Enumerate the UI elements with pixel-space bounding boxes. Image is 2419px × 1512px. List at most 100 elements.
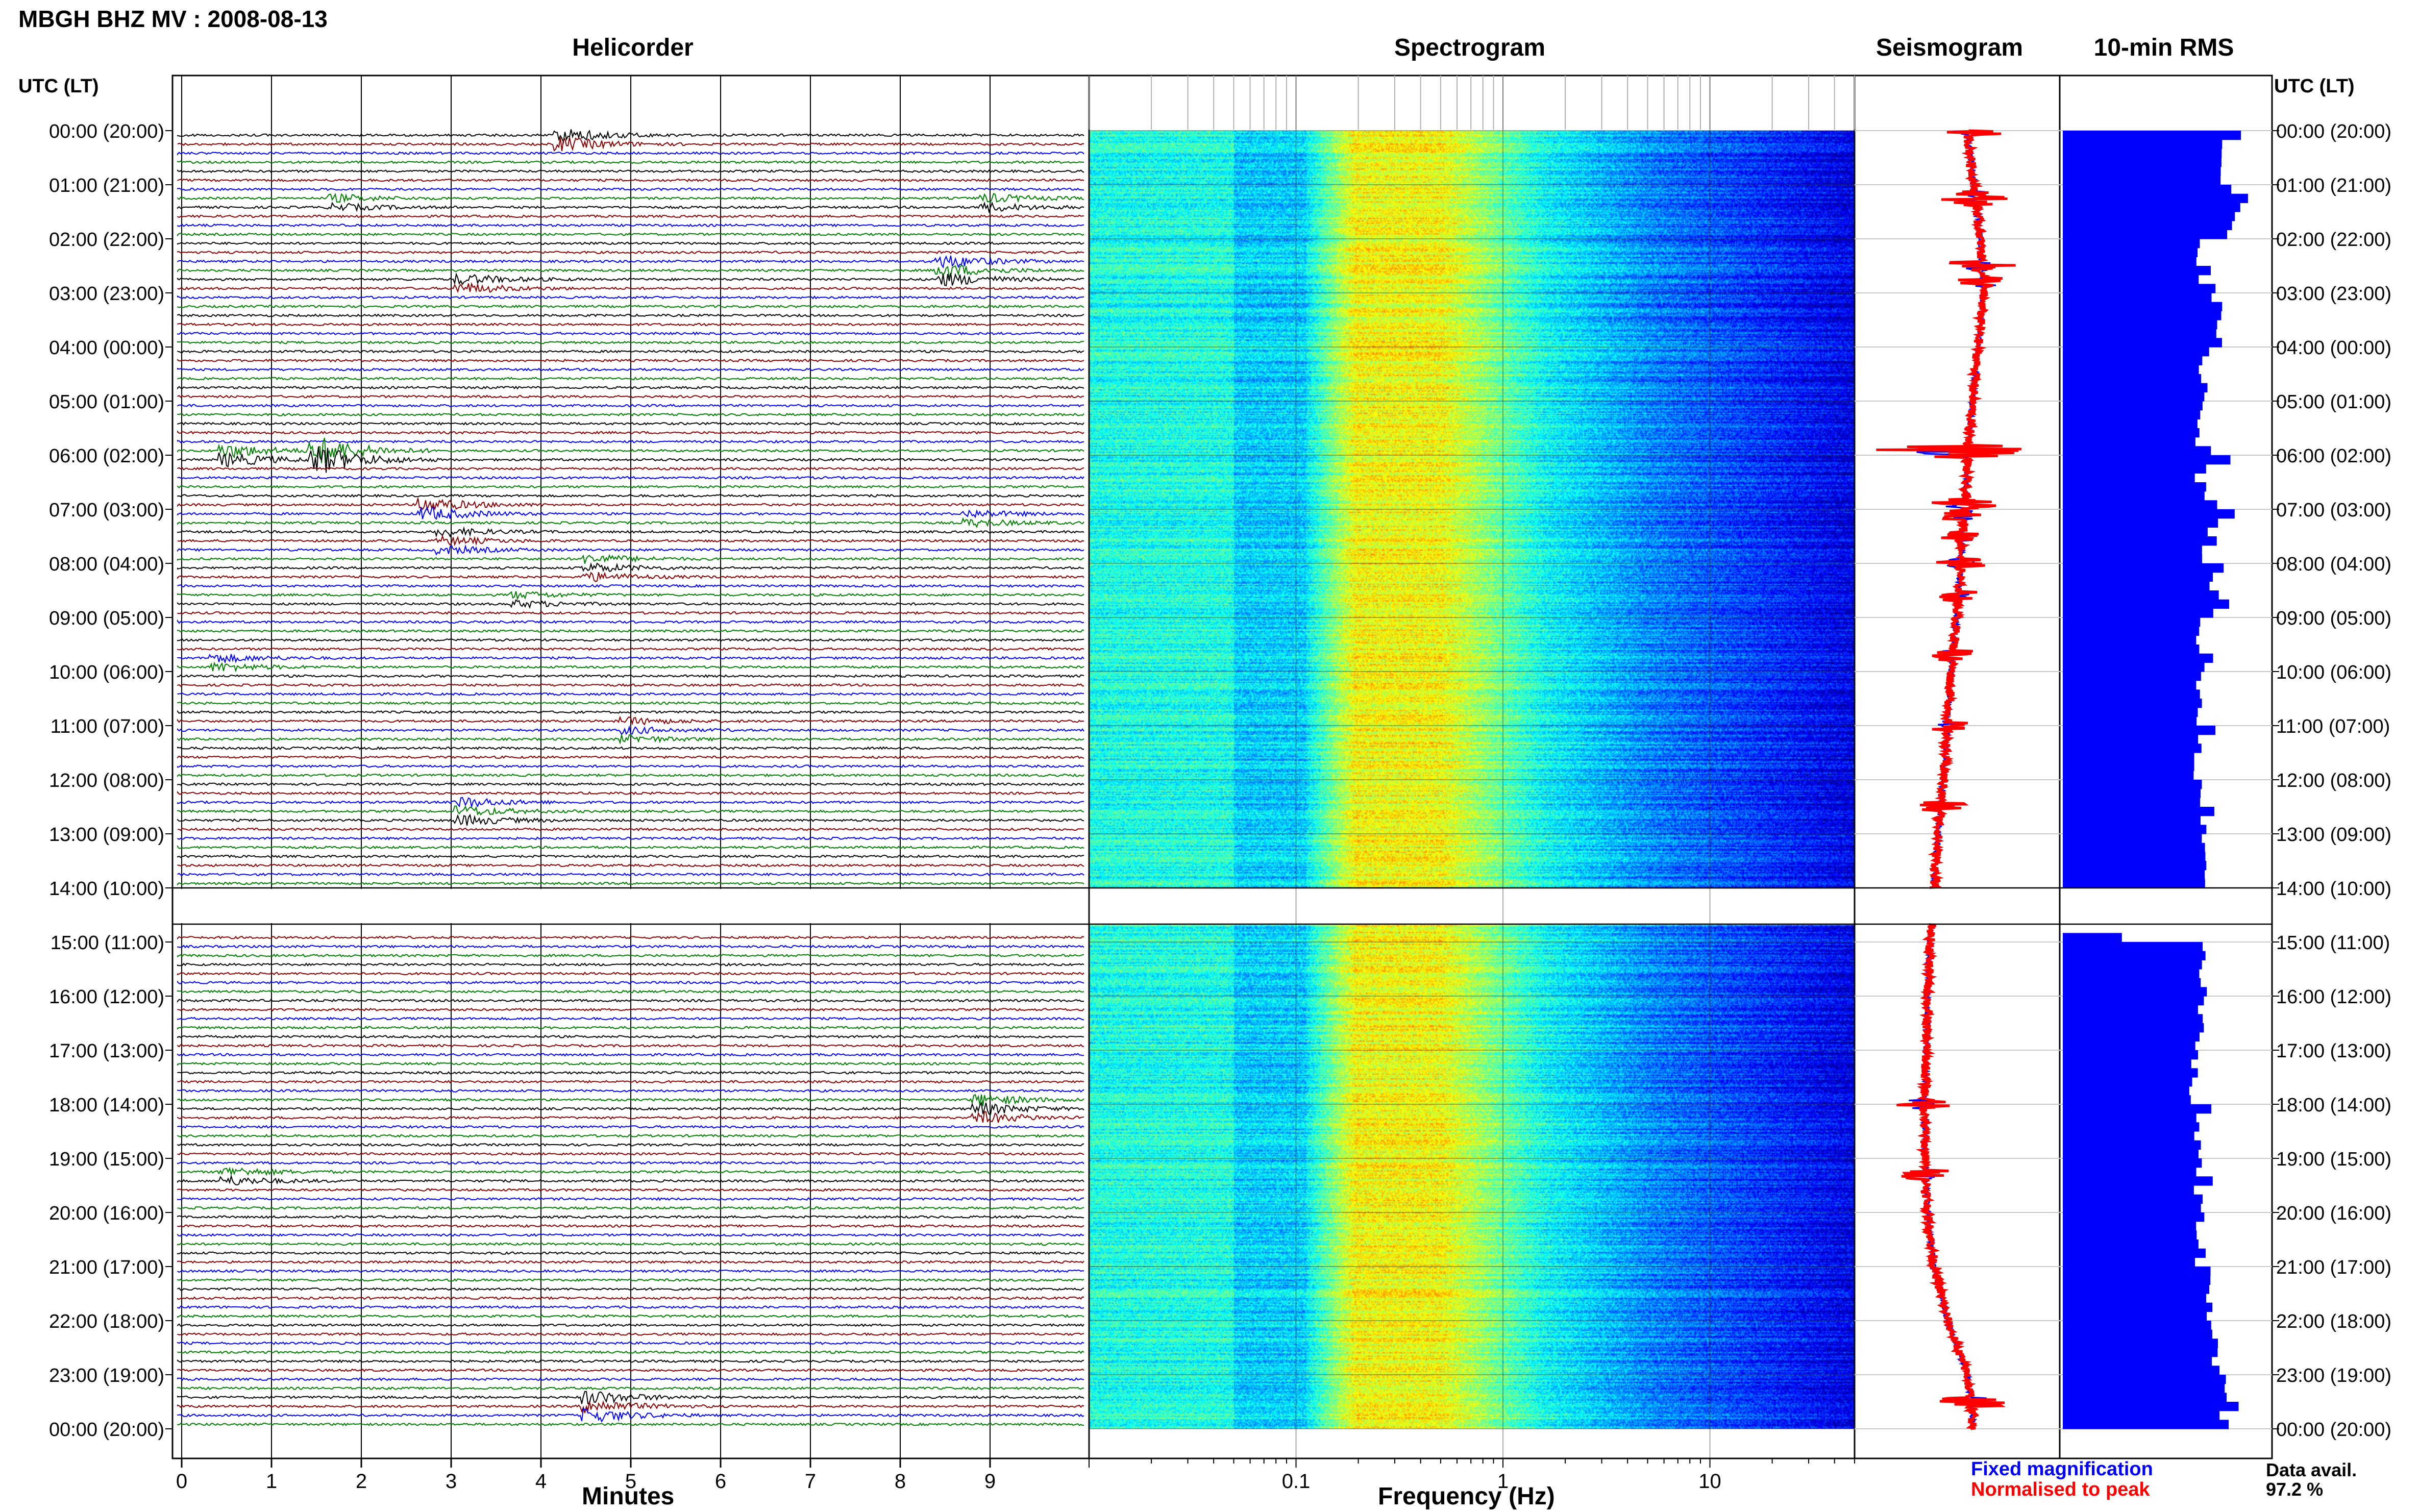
helicorder-trace: [177, 1111, 1084, 1123]
rms-bar: [2063, 1077, 2192, 1087]
rms-bar: [2063, 842, 2205, 852]
figure-title: MBGH BHZ MV : 2008-08-13: [18, 6, 328, 32]
spectrogram-panel-title: Spectrogram: [1394, 34, 1546, 61]
helicorder-trace: [177, 1071, 1084, 1075]
helicorder-trace: [177, 1242, 1084, 1246]
helicorder-x-tick-label: 2: [356, 1470, 367, 1493]
helicorder-trace: [177, 430, 1084, 435]
rms-bar: [2063, 455, 2231, 465]
helicorder-trace: [177, 422, 1084, 426]
helicorder-trace: [177, 1350, 1084, 1354]
helicorder-x-tick-label: 0: [176, 1470, 187, 1493]
rms-bar: [2063, 527, 2208, 537]
helicorder-trace: [177, 863, 1084, 867]
rms-bar: [2063, 1023, 2204, 1033]
rms-bar: [2063, 1005, 2198, 1014]
rms-bar: [2063, 1041, 2195, 1051]
rms-bar: [2063, 419, 2198, 429]
rms-bar: [2063, 266, 2211, 276]
helicorder-trace: [177, 367, 1084, 371]
helicorder-trace: [177, 1400, 1084, 1414]
helicorder-trace: [177, 1061, 1084, 1066]
helicorder-trace: [177, 945, 1084, 949]
utc-tick-label-left: 02:00 (22:00): [49, 229, 164, 251]
rms-bar: [2063, 617, 2201, 627]
rms-bar: [2063, 193, 2248, 203]
rms-bar: [2063, 599, 2229, 609]
helicorder-trace: [177, 1269, 1084, 1273]
helicorder-trace: [177, 272, 1084, 287]
utc-tick-label-right: 20:00 (16:00): [2276, 1203, 2391, 1224]
helicorder-trace: [177, 1359, 1084, 1364]
rms-bar: [2063, 815, 2201, 825]
utc-tick-label-right: 16:00 (12:00): [2276, 986, 2391, 1008]
utc-tick-label-left: 10:00 (06:00): [49, 662, 164, 683]
utc-tick-label-left: 15:00 (11:00): [51, 932, 164, 954]
rms-bar: [2063, 1095, 2191, 1105]
utc-tick-label-right: 12:00 (08:00): [2276, 770, 2391, 791]
utc-tick-label-right: 19:00 (15:00): [2276, 1149, 2391, 1170]
utc-tick-label-right: 05:00 (01:00): [2276, 391, 2391, 413]
helicorder-trace: [177, 998, 1084, 1003]
rms-bar: [2063, 1420, 2229, 1429]
seismogram-frame: [1854, 75, 2061, 1459]
rms-bar: [2063, 545, 2202, 555]
utc-tick-label-right: 18:00 (14:00): [2276, 1095, 2391, 1116]
helicorder-trace: [177, 187, 1084, 191]
rms-bar: [2063, 726, 2215, 735]
rms-bar: [2063, 482, 2206, 492]
rms-bar: [2063, 825, 2207, 834]
rms-bar: [2063, 1302, 2213, 1312]
helicorder-trace: [177, 1215, 1084, 1219]
rms-bar: [2063, 1176, 2213, 1186]
helicorder-trace: [177, 160, 1084, 164]
rms-bar: [2063, 139, 2223, 149]
rms-bar: [2063, 996, 2204, 1006]
rms-bar: [2063, 1393, 2227, 1402]
rms-bar: [2063, 753, 2194, 762]
helicorder-x-tick-label: 9: [984, 1470, 996, 1493]
rms-bar: [2063, 158, 2221, 167]
utc-tick-label-left: 20:00 (16:00): [49, 1203, 164, 1224]
helicorder-trace: [177, 1332, 1084, 1336]
rms-bar: [2063, 491, 2205, 501]
rms-bar: [2063, 1321, 2211, 1330]
rms-bar: [2063, 1221, 2196, 1231]
helicorder-trace: [177, 734, 1084, 745]
rms-bar: [2063, 1311, 2207, 1321]
helicorder-trace: [177, 1160, 1084, 1165]
helicorder-x-tick-label: 8: [895, 1470, 906, 1493]
rms-bar: [2063, 960, 2202, 970]
utc-tick-label-right: 14:00 (10:00): [2276, 878, 2391, 900]
helicorder-trace: [177, 1167, 1084, 1177]
rms-bar: [2063, 780, 2202, 789]
helicorder-trace: [177, 1305, 1084, 1309]
helicorder-trace: [177, 1323, 1084, 1327]
helicorder-trace: [177, 715, 1084, 726]
helicorder-trace: [177, 404, 1084, 408]
helicorder-trace: [177, 1287, 1084, 1291]
rms-bar: [2063, 590, 2219, 600]
rms-bar: [2063, 176, 2221, 185]
helicorder-trace: [177, 1188, 1084, 1192]
helicorder-trace: [177, 241, 1084, 245]
helicorder-trace: [177, 805, 1084, 816]
rms-bar: [2063, 437, 2195, 447]
helicorder-trace: [177, 591, 1084, 601]
helicorder-trace: [177, 282, 1084, 293]
rms-bar: [2063, 743, 2202, 753]
rms-bar: [2063, 464, 2206, 474]
helicorder-trace: [177, 151, 1084, 156]
rms-bar: [2063, 933, 2122, 943]
rms-bar: [2063, 383, 2208, 392]
helicorder-trace: [177, 1377, 1084, 1381]
rms-bar: [2063, 1113, 2196, 1123]
rms-bar: [2063, 852, 2206, 861]
rms-bar: [2063, 1212, 2205, 1222]
rms-bar: [2063, 1149, 2199, 1159]
rms-bar: [2063, 275, 2199, 284]
rms-bar: [2063, 247, 2198, 257]
rms-bar: [2063, 1050, 2198, 1060]
helicorder-trace: [177, 331, 1084, 336]
